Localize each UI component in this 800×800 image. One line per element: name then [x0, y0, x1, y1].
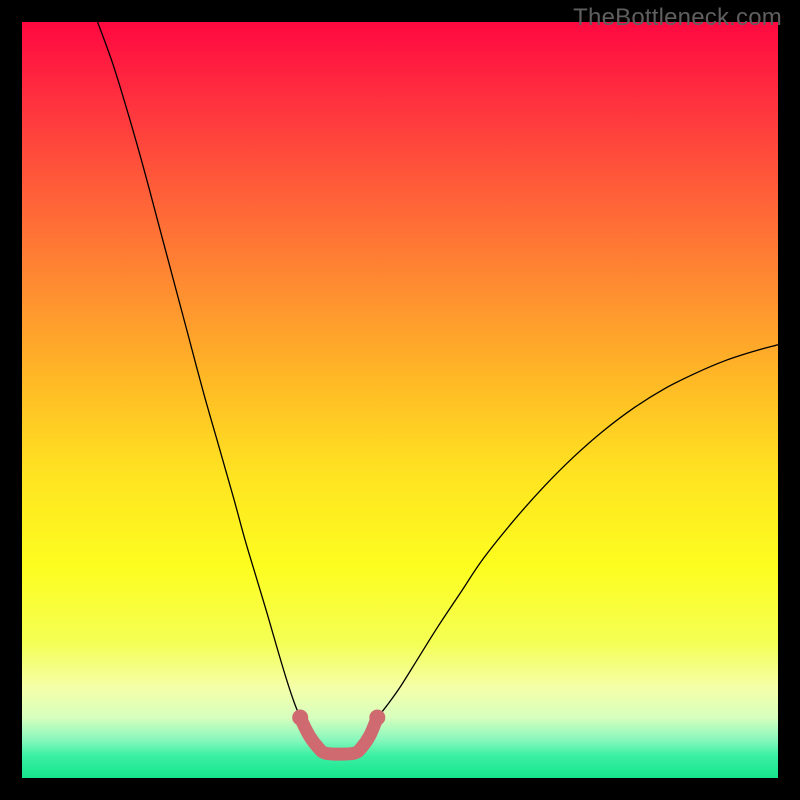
left-curve [98, 22, 301, 718]
right-curve [377, 345, 778, 718]
highlight-stroke [300, 718, 377, 755]
plot-area [22, 22, 778, 778]
watermark-label: TheBottleneck.com [573, 4, 782, 32]
highlight-cap-right [369, 710, 385, 726]
highlight-cap-left [292, 710, 308, 726]
curve-layer [22, 22, 778, 778]
